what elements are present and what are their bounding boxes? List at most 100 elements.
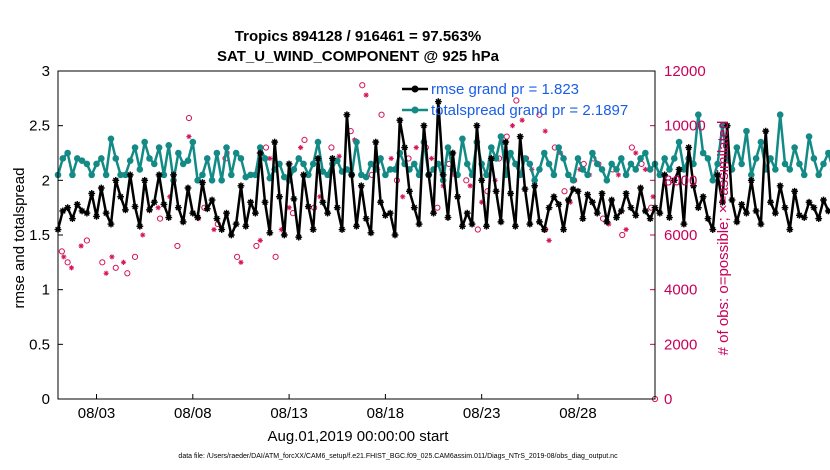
- rmse-point: [757, 220, 765, 228]
- rmse-point: [613, 214, 620, 221]
- rmse-point: [776, 182, 784, 190]
- rmse-point: [295, 233, 303, 241]
- rmse-point: [646, 215, 654, 222]
- rmse-point: [415, 220, 423, 228]
- y-tick-label: 2: [42, 172, 50, 189]
- totalspread-point: [102, 171, 110, 179]
- rmse-point: [285, 160, 293, 168]
- y2-tick-label: 12000: [664, 63, 706, 80]
- rmse-point: [767, 198, 774, 206]
- rmse-point: [386, 209, 394, 217]
- rmse-point: [155, 171, 163, 179]
- obs-possible-marker: [253, 242, 260, 250]
- rmse-point: [704, 215, 712, 222]
- rmse-point: [463, 209, 471, 217]
- rmse-point: [150, 198, 158, 206]
- obs-possible-marker: [536, 111, 543, 118]
- rmse-point: [511, 222, 519, 230]
- rmse-point: [276, 193, 283, 201]
- totalspread-point: [584, 171, 591, 179]
- rmse-point: [165, 214, 173, 221]
- obs-possible-marker: [328, 144, 335, 151]
- totalspread-point: [752, 155, 760, 162]
- totalspread-point: [545, 160, 553, 168]
- obs-assimilated-marker: [120, 259, 127, 265]
- rmse-point: [88, 190, 96, 197]
- totalspread-point: [680, 166, 688, 173]
- rmse-point: [425, 171, 433, 179]
- rmse-point: [329, 155, 336, 162]
- obs-count-markers: [58, 82, 659, 403]
- x-tick-label: 08/23: [463, 405, 501, 422]
- totalspread-point: [603, 177, 611, 184]
- rmse-point: [550, 193, 558, 201]
- rmse-point: [160, 200, 168, 208]
- totalspread-point: [574, 155, 582, 162]
- totalspread-point: [810, 155, 818, 162]
- rmse-point: [280, 231, 288, 239]
- totalspread-point: [642, 149, 649, 157]
- y-axis-label: rmse and totalspread: [11, 168, 28, 309]
- totalspread-point: [492, 155, 500, 162]
- obs-assimilated-marker: [363, 92, 369, 98]
- totalspread-point: [228, 171, 235, 179]
- legend: rmse grand pr = 1.823 totalspread grand …: [402, 81, 628, 119]
- rmse-point: [136, 222, 144, 230]
- totalspread-point: [714, 160, 721, 168]
- totalspread-point: [256, 144, 264, 151]
- rmse-point: [478, 176, 486, 184]
- rmse-point: [430, 209, 437, 217]
- totalspread-point: [776, 111, 784, 119]
- totalspread-point: [695, 111, 702, 119]
- rmse-point: [723, 122, 731, 130]
- rmse-point: [584, 191, 591, 198]
- totalspread-point: [531, 177, 538, 184]
- totalspread-point: [146, 155, 153, 162]
- rmse-point: [304, 203, 312, 210]
- rmse-point: [199, 179, 206, 186]
- totalspread-point: [290, 166, 298, 173]
- rmse-point: [800, 214, 808, 221]
- totalspread-point: [526, 160, 534, 168]
- rmse-point: [107, 220, 115, 228]
- rmse-point: [820, 196, 827, 204]
- obs-assimilated-marker: [140, 232, 146, 238]
- y2-axis-label: # of obs: o=possible; ×=assimilated: [715, 121, 732, 356]
- totalspread-point: [637, 155, 644, 162]
- y2-tick-label: 6000: [664, 227, 697, 244]
- y-tick-label: 2.5: [29, 118, 50, 135]
- rmse-point: [266, 229, 274, 237]
- rmse-point: [656, 209, 664, 217]
- obs-possible-marker: [272, 253, 279, 260]
- rmse-point: [434, 98, 442, 106]
- totalspread-point: [117, 171, 124, 179]
- obs-assimilated-marker: [509, 123, 516, 129]
- rmse-point: [786, 226, 794, 233]
- totalspread-point: [131, 144, 139, 151]
- totalspread-point: [675, 138, 683, 146]
- rmse-point: [675, 166, 683, 173]
- obs-possible-marker: [463, 177, 470, 184]
- totalspread-point: [83, 160, 91, 168]
- legend-spread-marker: [411, 106, 419, 114]
- rmse-point: [227, 231, 235, 239]
- legend-rmse-marker: [411, 85, 419, 93]
- rmse-point: [194, 214, 202, 221]
- y2-tick-label: 0: [664, 391, 672, 408]
- rmse-point: [560, 226, 567, 233]
- totalspread-point: [550, 171, 558, 179]
- totalspread-point: [786, 166, 794, 173]
- totalspread-point: [261, 155, 269, 162]
- totalspread-point: [184, 157, 192, 164]
- totalspread-point: [560, 155, 567, 162]
- rmse-point: [300, 171, 307, 179]
- rmse-point: [815, 215, 823, 222]
- x-tick-label: 08/13: [270, 405, 308, 422]
- obs-possible-marker: [156, 215, 164, 222]
- totalspread-point: [670, 155, 678, 162]
- rmse-point: [526, 220, 534, 228]
- rmse-point: [641, 207, 649, 215]
- obs-assimilated-marker: [186, 134, 192, 140]
- obs-assimilated-marker: [623, 226, 629, 233]
- totalspread-point: [208, 177, 216, 184]
